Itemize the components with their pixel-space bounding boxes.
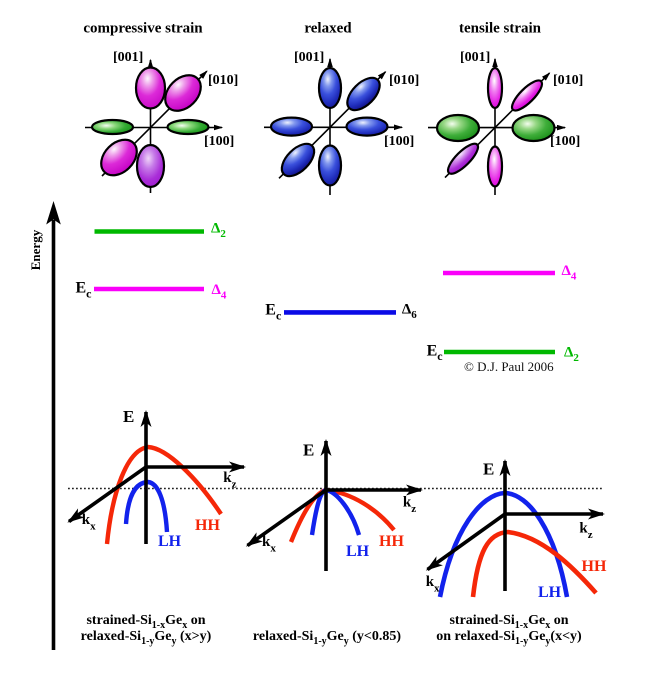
svg-text:E: E	[123, 407, 134, 426]
svg-text:[010]: [010]	[553, 73, 583, 88]
svg-text:[100]: [100]	[550, 134, 580, 149]
svg-text:[001]: [001]	[113, 50, 143, 65]
svg-text:LH: LH	[158, 533, 182, 550]
svg-text:tensile strain: tensile strain	[459, 21, 542, 37]
svg-text:LH: LH	[346, 543, 370, 560]
svg-text:strained-Si1-xGex on: strained-Si1-xGex on	[86, 613, 205, 631]
svg-text:[100]: [100]	[384, 134, 414, 149]
svg-text:HH: HH	[195, 517, 220, 534]
svg-text:relaxed: relaxed	[304, 21, 352, 37]
svg-text:HH: HH	[582, 558, 607, 575]
svg-text:strained-Si1-xGex on: strained-Si1-xGex on	[449, 613, 568, 631]
svg-text:LH: LH	[538, 584, 562, 601]
svg-text:[001]: [001]	[294, 50, 324, 65]
svg-text:relaxed-Si1-yGey (y<0.85): relaxed-Si1-yGey (y<0.85)	[253, 629, 401, 647]
svg-text:Energy: Energy	[28, 229, 43, 270]
svg-text:[010]: [010]	[208, 73, 238, 88]
svg-text:[010]: [010]	[389, 73, 419, 88]
svg-text:relaxed-Si1-yGey (x>y): relaxed-Si1-yGey (x>y)	[81, 629, 212, 647]
svg-text:HH: HH	[379, 533, 404, 550]
svg-text:[100]: [100]	[204, 134, 234, 149]
svg-text:© D.J. Paul 2006: © D.J. Paul 2006	[464, 359, 554, 374]
svg-text:[001]: [001]	[460, 50, 490, 65]
svg-text:E: E	[303, 441, 314, 460]
svg-text:E: E	[483, 460, 494, 479]
svg-text:compressive strain: compressive strain	[83, 21, 203, 37]
